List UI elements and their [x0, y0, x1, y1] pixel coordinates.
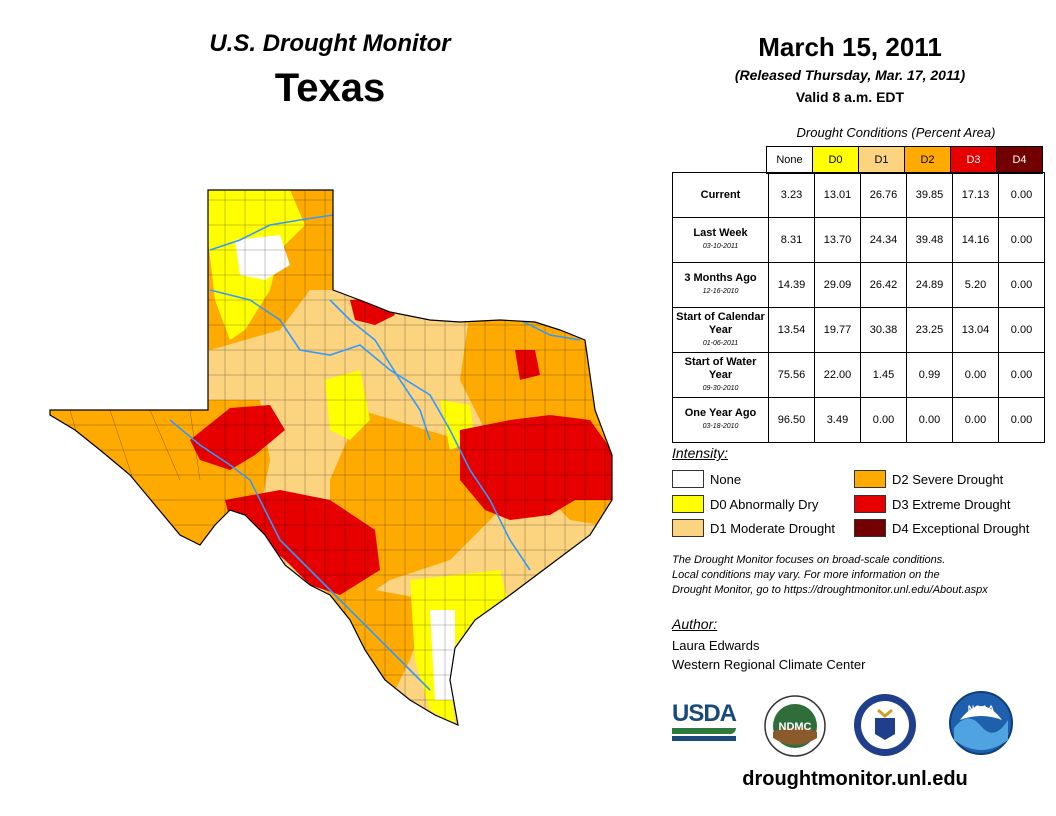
- valid-time: Valid 8 a.m. EDT: [795, 89, 905, 105]
- table-row: Start of Water Year 09-30-2010 75.56 22.0…: [672, 352, 1045, 398]
- noaa-logo: NOAA: [949, 691, 1013, 755]
- table-cell: 0.00: [998, 172, 1045, 218]
- map-date: March 15, 2011: [758, 32, 942, 62]
- legend-d2: D2 Severe Drought: [854, 470, 1003, 488]
- table-cell: 13.01: [814, 172, 861, 218]
- legend-swatch: [672, 519, 704, 537]
- col-d3: D3: [950, 146, 997, 174]
- legend-swatch: [854, 470, 886, 488]
- table-cell: 24.89: [906, 262, 953, 308]
- table-cell: 26.76: [860, 172, 907, 218]
- website-link[interactable]: droughtmonitor.unl.edu: [742, 768, 968, 790]
- legend-d3: D3 Extreme Drought: [854, 495, 1011, 513]
- table-cell: 0.00: [998, 307, 1045, 353]
- legend-swatch: [672, 495, 704, 513]
- table-row: 3 Months Ago 12-16-2010 14.39 29.09 26.42…: [672, 262, 1045, 308]
- row-label: Last Week 03-10-2011: [672, 217, 769, 263]
- table-cell: 39.48: [906, 217, 953, 263]
- table-cell: 0.00: [998, 352, 1045, 398]
- legend-swatch: [854, 519, 886, 537]
- table-cell: 13.54: [768, 307, 815, 353]
- row-label: Current: [672, 172, 769, 218]
- texas-drought-map: [49, 189, 613, 726]
- table-cell: 14.39: [768, 262, 815, 308]
- table-cell: 0.00: [906, 397, 953, 443]
- table-cell: 3.23: [768, 172, 815, 218]
- table-cell: 29.09: [814, 262, 861, 308]
- table-row: One Year Ago 03-18-2010 96.50 3.49 0.00 0…: [672, 397, 1045, 443]
- monitor-title: U.S. Drought Monitor: [209, 30, 451, 57]
- table-row: Start of Calendar Year 01-06-2011 13.54 1…: [672, 307, 1045, 353]
- col-d1: D1: [858, 146, 905, 174]
- table-cell: 22.00: [814, 352, 861, 398]
- col-d0: D0: [812, 146, 859, 174]
- ndmc-logo: NDMC: [764, 695, 826, 757]
- table-cell: 1.45: [860, 352, 907, 398]
- legend-d0: D0 Abnormally Dry: [672, 495, 818, 513]
- table-cell: 13.70: [814, 217, 861, 263]
- legend-d4: D4 Exceptional Drought: [854, 519, 1029, 537]
- col-d2: D2: [904, 146, 951, 174]
- legend-swatch: [672, 470, 704, 488]
- legend-title: Intensity:: [672, 445, 729, 461]
- col-none: None: [766, 146, 813, 174]
- svg-text:NOAA: NOAA: [968, 704, 995, 714]
- row-label: 3 Months Ago 12-16-2010: [672, 262, 769, 308]
- disclaimer-note: The Drought Monitor focuses on broad-sca…: [672, 553, 1042, 598]
- table-cell: 0.00: [952, 352, 999, 398]
- col-d4: D4: [996, 146, 1043, 174]
- table-cell: 19.77: [814, 307, 861, 353]
- table-row: Current 3.23 13.01 26.76 39.85 17.13 0.0…: [672, 172, 1045, 218]
- row-label: Start of Calendar Year 01-06-2011: [672, 307, 769, 353]
- usda-logo: USDA: [672, 702, 737, 748]
- table-cell: 14.16: [952, 217, 999, 263]
- table-cell: 26.42: [860, 262, 907, 308]
- table-title: Drought Conditions (Percent Area): [796, 125, 996, 140]
- table-cell: 3.49: [814, 397, 861, 443]
- table-cell: 13.04: [952, 307, 999, 353]
- table-row: Last Week 03-10-2011 8.31 13.70 24.34 39.…: [672, 217, 1045, 263]
- table-header: None D0 D1 D2 D3 D4: [766, 146, 1043, 174]
- table-cell: 75.56: [768, 352, 815, 398]
- table-cell: 39.85: [906, 172, 953, 218]
- table-cell: 0.00: [860, 397, 907, 443]
- row-label: Start of Water Year 09-30-2010: [672, 352, 769, 398]
- legend-none: None: [672, 470, 741, 488]
- table-cell: 23.25: [906, 307, 953, 353]
- table-cell: 24.34: [860, 217, 907, 263]
- table-cell: 96.50: [768, 397, 815, 443]
- row-label: One Year Ago 03-18-2010: [672, 397, 769, 443]
- legend-swatch: [854, 495, 886, 513]
- table-cell: 0.00: [952, 397, 999, 443]
- author-name: Laura Edwards: [672, 638, 760, 653]
- legend-d1: D1 Moderate Drought: [672, 519, 835, 537]
- table-cell: 0.00: [998, 262, 1045, 308]
- release-date: (Released Thursday, Mar. 17, 2011): [734, 67, 966, 83]
- table-cell: 30.38: [860, 307, 907, 353]
- table-cell: 0.00: [998, 397, 1045, 443]
- drought-stats-table: Current 3.23 13.01 26.76 39.85 17.13 0.0…: [672, 172, 1045, 443]
- svg-text:NDMC: NDMC: [779, 721, 812, 733]
- table-cell: 5.20: [952, 262, 999, 308]
- table-cell: 8.31: [768, 217, 815, 263]
- author-org: Western Regional Climate Center: [672, 657, 866, 672]
- state-name: Texas: [274, 66, 386, 110]
- author-title: Author:: [672, 616, 718, 632]
- table-cell: 0.99: [906, 352, 953, 398]
- table-cell: 0.00: [998, 217, 1045, 263]
- commerce-seal-logo: [854, 694, 916, 756]
- about-link[interactable]: Drought Monitor, go to https://droughtmo…: [672, 584, 988, 596]
- table-cell: 17.13: [952, 172, 999, 218]
